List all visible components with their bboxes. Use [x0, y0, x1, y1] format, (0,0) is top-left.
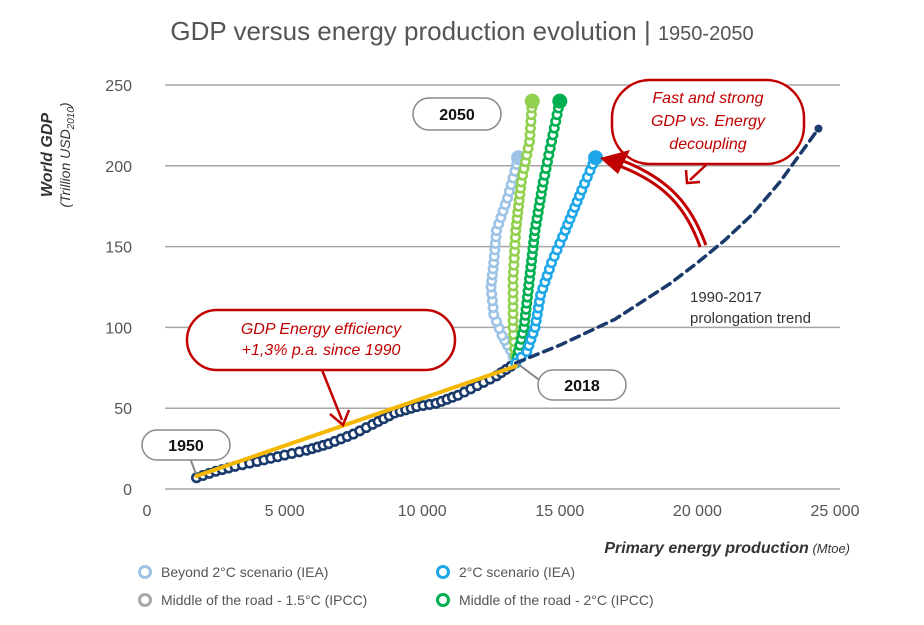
legend-label: 2°C scenario (IEA) — [459, 564, 576, 580]
series-historical-1950-2018 — [191, 357, 522, 484]
label-2018: 2018 — [564, 378, 600, 395]
legend-marker-icon — [436, 565, 450, 579]
chart-subtitle: 1950-2050 — [657, 23, 754, 45]
arrow-head-icon — [329, 409, 351, 428]
series-2-c-scenario-iea — [510, 150, 604, 369]
y-tick-label: 250 — [105, 78, 132, 95]
y-axis-title: World GDP — [39, 113, 56, 197]
y-axis-unit: (Trillion USD2010) — [57, 102, 77, 207]
y-axis-label: World GDP (Trillion USD2010) — [39, 102, 77, 207]
trend-label-line1: 1990-2017 — [690, 289, 762, 306]
legend-marker-icon — [138, 593, 152, 607]
y-tick-label: 150 — [105, 240, 132, 257]
legend-marker-icon — [138, 565, 152, 579]
x-tick-label: 25 000 — [811, 503, 860, 520]
decoupling-curved-arrow-inner — [611, 158, 705, 247]
legend-item-beyond-2c[interactable]: Beyond 2°C scenario (IEA) — [138, 564, 328, 580]
label-2018-leader — [517, 363, 543, 383]
arrow-head-icon — [684, 169, 701, 185]
x-tick-label: 5 000 — [265, 503, 305, 520]
y-tick-label: 0 — [123, 482, 132, 499]
legend-label: Beyond 2°C scenario (IEA) — [161, 564, 329, 580]
series-layer — [191, 93, 823, 484]
callout-decoupling-line2: GDP vs. Energy — [651, 113, 766, 130]
y-tick-label: 100 — [105, 320, 132, 337]
callout-efficiency-line1: GDP Energy efficiency — [241, 321, 402, 338]
trend-label-line2: prolongation trend — [690, 310, 811, 327]
endpoint-2050 — [588, 150, 604, 166]
label-1950: 1950 — [168, 438, 204, 455]
legend-item-mor-2c[interactable]: Middle of the road - 2°C (IPCC) — [436, 592, 654, 608]
callout-efficiency-arrow — [320, 369, 344, 421]
y-tick-label: 200 — [105, 159, 132, 176]
callout-efficiency-line2: +1,3% p.a. since 1990 — [242, 342, 401, 359]
legend-item-mor-1-5c[interactable]: Middle of the road - 1.5°C (IPCC) — [138, 592, 367, 608]
callout-decoupling-line3: decoupling — [669, 136, 747, 153]
y-tick-label: 50 — [114, 401, 132, 418]
endpoint-2050 — [552, 93, 568, 109]
label-2050: 2050 — [439, 107, 475, 124]
callout-decoupling-line1: Fast and strong — [652, 90, 763, 107]
callout-efficiency-box — [185, 308, 457, 372]
callout-decoupling: Fast and strong GDP vs. Energy decouplin… — [600, 78, 806, 248]
series-1990-2017-prolongation-trend — [514, 124, 823, 365]
arrow-head-icon — [600, 150, 630, 174]
decoupling-curved-arrow — [610, 155, 708, 248]
x-tick-label: 0 — [143, 503, 152, 520]
label-1950-box — [141, 429, 231, 461]
x-tick-label: 20 000 — [673, 503, 722, 520]
y-tick-labels: 0 50 100 150 200 250 — [105, 78, 132, 499]
chart-title-main: GDP versus energy production evolution | — [170, 16, 658, 46]
x-tick-labels: 0 5 000 10 000 15 000 20 000 25 000 — [143, 503, 860, 520]
callout-decoupling-pointer — [689, 164, 707, 181]
series-line — [514, 126, 821, 365]
x-axis-label: Primary energy production (Mtoe) — [604, 540, 850, 557]
label-2050-box — [412, 97, 502, 131]
series-historical-trend-fit — [194, 364, 518, 479]
gridlines — [165, 84, 840, 490]
legend-marker-icon — [436, 593, 450, 607]
x-tick-label: 10 000 — [398, 503, 447, 520]
series-line — [194, 364, 518, 479]
legend-label: Middle of the road - 1.5°C (IPCC) — [161, 592, 368, 608]
x-tick-label: 15 000 — [535, 503, 584, 520]
legend-label: Middle of the road - 2°C (IPCC) — [459, 592, 654, 608]
callout-decoupling-box — [610, 78, 806, 166]
label-2018-box — [537, 369, 627, 401]
callout-efficiency: GDP Energy efficiency +1,3% p.a. since 1… — [185, 308, 457, 428]
chart-title: GDP versus energy production evolution |… — [0, 16, 924, 47]
endpoint-2050 — [524, 93, 540, 109]
legend-item-2c-iea[interactable]: 2°C scenario (IEA) — [436, 564, 575, 580]
data-point — [814, 124, 823, 133]
